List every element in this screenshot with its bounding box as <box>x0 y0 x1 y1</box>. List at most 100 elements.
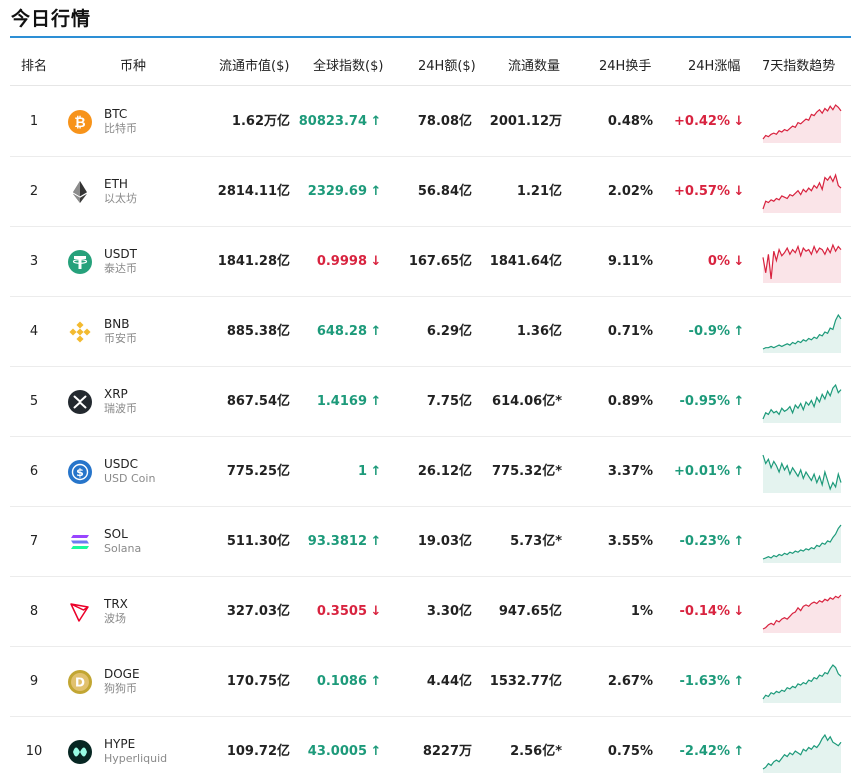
table-row[interactable]: 5 XRP 瑞波币 867.54亿 1.4169 ↑ 7.75亿 614.06亿*… <box>10 367 851 437</box>
arrow-up-icon: ↑ <box>733 464 745 479</box>
global-index: 1.4169 ↑ <box>290 367 382 437</box>
coin-name: Hyperliquid <box>104 752 168 765</box>
coin-symbol[interactable]: USDT <box>104 247 137 261</box>
xrp-icon <box>68 390 92 414</box>
header-index[interactable]: 全球指数($) <box>313 59 384 74</box>
coin-symbol[interactable]: TRX <box>104 597 128 611</box>
arrow-up-icon: ↑ <box>370 674 382 689</box>
global-index: 80823.74 ↑ <box>290 87 382 157</box>
coin-symbol[interactable]: HYPE <box>104 737 136 751</box>
turnover-24h: 2.67% <box>607 674 653 689</box>
table-row[interactable]: 9 D DOGE 狗狗币 170.75亿 0.1086 ↑ 4.44亿 1532.… <box>10 647 851 717</box>
global-index: 1 ↑ <box>290 437 382 507</box>
turnover-24h: 0.75% <box>607 744 653 759</box>
market-cap: 109.72亿 <box>226 744 290 759</box>
table-row[interactable]: 4 BNB 币安币 885.38亿 648.28 ↑ 6.29亿 1.36亿 0.… <box>10 297 851 367</box>
turnover-24h: 3.55% <box>607 534 653 549</box>
change-24h: +0.57% ↓ <box>653 157 745 227</box>
change-24h-value: -1.63% <box>679 674 731 689</box>
change-24h: -0.23% ↑ <box>653 507 745 577</box>
global-index-value: 0.9998 <box>316 254 367 269</box>
coin-symbol[interactable]: SOL <box>104 527 128 541</box>
arrow-down-icon: ↓ <box>370 254 382 269</box>
table-row[interactable]: 6 $ USDC USD Coin 775.25亿 1 ↑ 26.12亿 775.… <box>10 437 851 507</box>
volume-24h: 4.44亿 <box>426 674 472 689</box>
market-cap: 327.03亿 <box>226 604 290 619</box>
turnover-24h: 0.89% <box>607 394 653 409</box>
header-trend: 7天指数趋势 <box>762 59 836 74</box>
market-cap: 1841.28亿 <box>217 254 290 269</box>
change-24h: +0.42% ↓ <box>653 87 745 157</box>
market-cap: 170.75亿 <box>226 674 290 689</box>
turnover-24h: 9.11% <box>607 254 653 269</box>
arrow-up-icon: ↑ <box>733 744 745 759</box>
table-header: 排名 币种 流通市值($) 全球指数($) 24H额($) 流通数量 24H换手… <box>10 38 851 86</box>
table-row[interactable]: 1 ₿ BTC 比特币 1.62万亿 80823.74 ↑ 78.08亿 2001… <box>10 87 851 157</box>
arrow-up-icon: ↑ <box>733 534 745 549</box>
change-24h-value: +0.42% <box>674 114 730 129</box>
turnover-24h: 1% <box>630 604 653 619</box>
table-row[interactable]: 10 HYPE Hyperliquid 109.72亿 43.0005 ↑ 822… <box>10 717 851 780</box>
table-row[interactable]: 7 SOL Solana 511.30亿 93.3812 ↑ 19.03亿 5.7… <box>10 507 851 577</box>
header-coin[interactable]: 币种 <box>120 59 147 74</box>
header-change[interactable]: 24H涨幅 <box>688 59 741 74</box>
global-index: 0.1086 ↑ <box>290 647 382 717</box>
volume-24h: 6.29亿 <box>426 324 472 339</box>
coin-symbol[interactable]: BNB <box>104 317 130 331</box>
global-index-value: 0.1086 <box>316 674 367 689</box>
bitcoin-icon: ₿ <box>68 110 92 134</box>
circulating-supply: 947.65亿 <box>498 604 562 619</box>
change-24h: +0.01% ↑ <box>653 437 745 507</box>
arrow-up-icon: ↑ <box>370 394 382 409</box>
svg-text:D: D <box>75 676 85 690</box>
sparkline-line <box>762 733 842 770</box>
table-row[interactable]: 2 ETH 以太坊 2814.11亿 2329.69 ↑ 56.84亿 1.21亿… <box>10 157 851 227</box>
arrow-up-icon: ↑ <box>370 114 382 129</box>
arrow-up-icon: ↑ <box>733 674 745 689</box>
global-index: 43.0005 ↑ <box>290 717 382 780</box>
trend-sparkline <box>762 243 842 283</box>
circulating-supply: 1532.77亿 <box>489 674 562 689</box>
global-index-value: 1 <box>357 464 367 479</box>
circulating-supply: 5.73亿* <box>510 534 562 549</box>
header-turnover[interactable]: 24H换手 <box>599 59 652 74</box>
market-cap: 1.62万亿 <box>231 114 290 129</box>
sparkline-line <box>762 173 842 210</box>
header-supply[interactable]: 流通数量 <box>508 59 561 74</box>
title-divider <box>10 36 851 38</box>
arrow-down-icon: ↓ <box>733 254 745 269</box>
arrow-up-icon: ↑ <box>370 744 382 759</box>
global-index-value: 1.4169 <box>316 394 367 409</box>
change-24h: -2.42% ↑ <box>653 717 745 780</box>
coin-symbol[interactable]: XRP <box>104 387 128 401</box>
arrow-down-icon: ↓ <box>370 604 382 619</box>
trend-sparkline <box>762 313 842 353</box>
coin-symbol[interactable]: DOGE <box>104 667 140 681</box>
market-cap: 511.30亿 <box>226 534 290 549</box>
change-24h-value: +0.01% <box>674 464 730 479</box>
rank: 6 <box>29 464 39 479</box>
global-index: 2329.69 ↑ <box>290 157 382 227</box>
tether-icon <box>68 250 92 274</box>
arrow-up-icon: ↑ <box>370 184 382 199</box>
rank: 5 <box>29 394 39 409</box>
change-24h-value: -0.23% <box>679 534 731 549</box>
sparkline-line <box>762 664 842 700</box>
table-row[interactable]: 3 USDT 泰达币 1841.28亿 0.9998 ↓ 167.65亿 1841… <box>10 227 851 297</box>
volume-24h: 78.08亿 <box>417 114 472 129</box>
coin-symbol[interactable]: ETH <box>104 177 128 191</box>
table-row[interactable]: 8 TRX 波场 327.03亿 0.3505 ↓ 3.30亿 947.65亿 1… <box>10 577 851 647</box>
volume-24h: 8227万 <box>422 744 472 759</box>
dogecoin-icon: D <box>68 670 92 694</box>
global-index: 93.3812 ↑ <box>290 507 382 577</box>
header-market-cap[interactable]: 流通市值($) <box>219 59 290 74</box>
rank: 8 <box>29 604 39 619</box>
coin-name: USD Coin <box>104 472 156 485</box>
binance-icon <box>68 320 92 344</box>
sparkline-area <box>763 245 841 283</box>
header-rank[interactable]: 排名 <box>21 59 48 74</box>
change-24h-value: -2.42% <box>679 744 731 759</box>
coin-symbol[interactable]: USDC <box>104 457 139 471</box>
header-volume[interactable]: 24H额($) <box>418 59 476 74</box>
coin-symbol[interactable]: BTC <box>104 107 128 121</box>
